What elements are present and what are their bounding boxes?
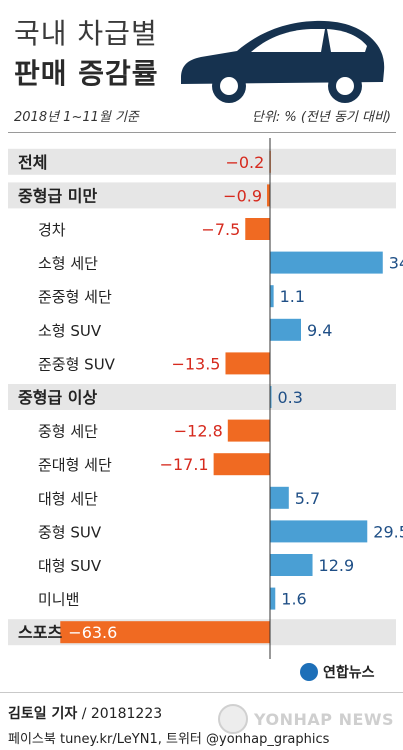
basis-note: 2018년 1~11월 기준 bbox=[14, 110, 139, 125]
category-label: 중형 세단 bbox=[38, 423, 98, 441]
bar bbox=[270, 386, 272, 408]
car-icon bbox=[181, 20, 385, 103]
value-label: 1.1 bbox=[280, 287, 305, 306]
value-label: 0.3 bbox=[278, 388, 303, 407]
category-label: 중형급 이상 bbox=[18, 388, 97, 407]
header-divider bbox=[8, 132, 396, 133]
category-label: 전체 bbox=[18, 153, 47, 172]
value-label: 29.5 bbox=[373, 522, 403, 541]
bar bbox=[270, 554, 313, 576]
watermark-icon bbox=[218, 704, 248, 734]
value-label: 5.7 bbox=[295, 489, 320, 508]
bar bbox=[225, 352, 270, 375]
category-label: 경차 bbox=[38, 221, 66, 239]
category-label: 준대형 세단 bbox=[38, 456, 112, 474]
bar bbox=[270, 520, 368, 543]
value-label: −12.8 bbox=[174, 422, 223, 441]
yonhap-logo-icon bbox=[300, 663, 318, 681]
bar bbox=[270, 486, 289, 509]
value-label: −17.1 bbox=[160, 455, 209, 474]
value-label: −63.6 bbox=[68, 623, 117, 642]
page-title-line2: 판매 증감률 bbox=[14, 57, 159, 90]
author-name: 김토일 기자 bbox=[8, 706, 78, 722]
watermark: YONHAP NEWS bbox=[218, 704, 394, 734]
credit-date: / 20181223 bbox=[77, 706, 163, 722]
group-band bbox=[8, 182, 396, 209]
page-title-line1: 국내 차급별 bbox=[14, 17, 158, 50]
value-label: −0.9 bbox=[223, 186, 262, 205]
watermark-text: YONHAP NEWS bbox=[254, 709, 395, 729]
value-label: 9.4 bbox=[307, 321, 332, 340]
value-label: −13.5 bbox=[171, 354, 220, 373]
unit-note: 단위: % (전년 동기 대비) bbox=[251, 110, 391, 125]
category-label: 준중형 SUV bbox=[38, 355, 116, 373]
bar bbox=[213, 453, 270, 476]
social-links: 페이스북 tuney.kr/LeYN1, 트위터 @yonhap_graphic… bbox=[8, 732, 330, 747]
category-label: 스포츠 bbox=[18, 623, 62, 642]
bar bbox=[267, 184, 270, 207]
category-label: 대형 SUV bbox=[38, 557, 102, 575]
credit-line: 김토일 기자 / 20181223 bbox=[8, 703, 162, 723]
bar bbox=[270, 251, 383, 274]
value-label: −0.2 bbox=[225, 153, 264, 172]
category-label: 미니밴 bbox=[38, 591, 79, 609]
category-label: 소형 SUV bbox=[38, 322, 102, 340]
bar bbox=[227, 419, 270, 442]
value-label: 12.9 bbox=[319, 556, 355, 575]
value-label: 1.6 bbox=[281, 590, 306, 609]
group-band bbox=[8, 384, 396, 410]
bar bbox=[245, 218, 270, 240]
bar bbox=[270, 318, 301, 341]
value-label: −7.5 bbox=[201, 220, 240, 239]
footer-divider bbox=[0, 692, 403, 693]
category-label: 중형 SUV bbox=[38, 523, 102, 541]
category-label: 대형 세단 bbox=[38, 490, 98, 508]
bar bbox=[60, 621, 270, 644]
bar-chart: 전체 −0.2 중형급 미만 −0.9 경차 −7.5 소형 세단 34.2 준중형 세단 1.1… bbox=[8, 138, 403, 659]
category-label: 중형급 미만 bbox=[18, 186, 97, 205]
value-label: 34.2 bbox=[389, 254, 403, 273]
group-band bbox=[8, 148, 396, 175]
category-label: 소형 세단 bbox=[38, 255, 98, 273]
yonhap-logo-text: 연합뉴스 bbox=[323, 665, 375, 681]
category-label: 준중형 세단 bbox=[38, 288, 112, 306]
bar bbox=[270, 285, 274, 308]
bar bbox=[270, 587, 276, 610]
yonhap-logo: 연합뉴스 bbox=[300, 662, 375, 682]
